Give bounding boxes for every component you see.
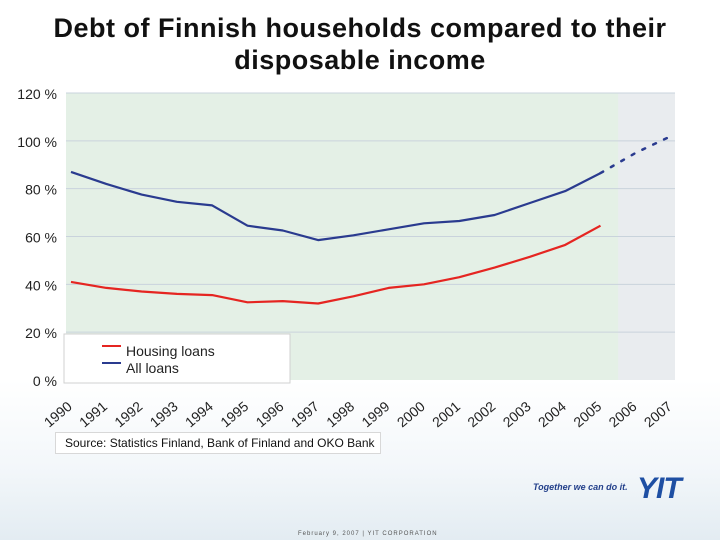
brand-logo: YIT [637,472,682,505]
slogan-text: Together we can do it. [533,482,628,492]
x-tick-label: 2003 [500,398,534,430]
x-tick-label: 1990 [41,398,75,430]
x-tick-label: 2001 [429,398,463,430]
x-tick-label: 2000 [394,398,428,430]
x-tick-label: 1995 [217,398,251,430]
x-tick-label: 2006 [606,398,640,430]
legend-box [63,333,291,384]
x-tick-label: 1999 [358,398,392,430]
x-tick-label: 2005 [570,398,604,430]
x-tick-label: 1993 [147,398,181,430]
x-tick-label: 2004 [535,398,569,430]
legend-label: Housing loans [126,343,215,359]
y-tick-label: 40 % [25,277,57,293]
x-tick-label: 2002 [464,398,498,430]
background-gradient [0,380,720,540]
y-tick-label: 120 % [17,86,57,102]
y-tick-label: 100 % [17,134,57,150]
x-tick-label: 2007 [641,398,675,430]
series-line [70,170,601,242]
x-tick-label: 1998 [323,398,357,430]
y-tick-label: 80 % [25,182,57,198]
x-tick-label: 1991 [76,398,110,430]
legend-label: All loans [126,360,179,376]
x-tick-label: 1996 [253,398,287,430]
x-tick-label: 1992 [111,398,145,430]
y-tick-label: 60 % [25,230,57,246]
x-tick-label: 1994 [182,398,216,430]
series-projection-line [599,134,673,175]
series-line [70,224,602,305]
page-title: Debt of Finnish households compared to t… [53,13,667,75]
source-note: Source: Statistics Finland, Bank of Finl… [55,432,381,454]
footer-text: February 9, 2007 | YIT CORPORATION [298,531,438,537]
x-tick-label: 1997 [288,398,322,430]
y-tick-label: 20 % [25,325,57,341]
y-tick-label: 0 % [33,373,57,389]
